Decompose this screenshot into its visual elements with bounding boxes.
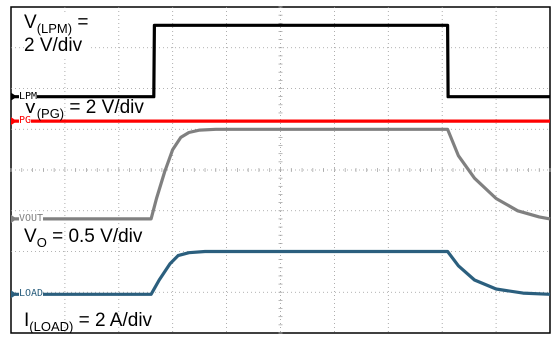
lpm-scale-label: V(LPM) = 2 V/div	[24, 12, 89, 57]
grid	[10, 6, 551, 334]
load-channel-label: LOAD	[19, 288, 44, 301]
marker-load	[11, 290, 17, 299]
marker-lpm	[11, 92, 17, 101]
vout-scale-post: = 0.5 V/div	[46, 226, 143, 247]
pg-scale-post: = 2 V/div	[64, 97, 144, 118]
channel-markers	[11, 92, 17, 299]
pg-scale-sub: (PG)	[36, 106, 65, 121]
lpm-channel-label: LPM	[19, 90, 38, 103]
trace-lpm	[11, 23, 550, 99]
vout-scale-pre: V	[24, 226, 37, 247]
lpm-scale-sub: (LPM)	[36, 21, 73, 36]
lpm-scale-line2: 2 V/div	[24, 35, 83, 56]
lpm-scale-post: =	[72, 12, 89, 33]
traces	[11, 23, 551, 296]
marker-pg	[11, 117, 17, 126]
marker-vout	[11, 214, 17, 223]
load-scale-pre: I	[24, 310, 30, 331]
pg-channel-label: PG	[19, 115, 32, 128]
lpm-scale-pre: V	[24, 12, 37, 33]
load-scale-sub: (LOAD)	[29, 319, 74, 334]
pg-scale-label: V(PG) = 2 V/div	[24, 97, 144, 121]
vout-channel-label: VOUT	[19, 212, 44, 225]
load-scale-label: I(LOAD) = 2 A/div	[24, 310, 153, 334]
trace-vout	[11, 127, 551, 221]
load-scale-post: = 2 A/div	[73, 310, 153, 331]
vout-scale-label: VO = 0.5 V/div	[24, 226, 143, 250]
vout-scale-sub: O	[36, 235, 47, 250]
trace-load	[11, 249, 551, 296]
